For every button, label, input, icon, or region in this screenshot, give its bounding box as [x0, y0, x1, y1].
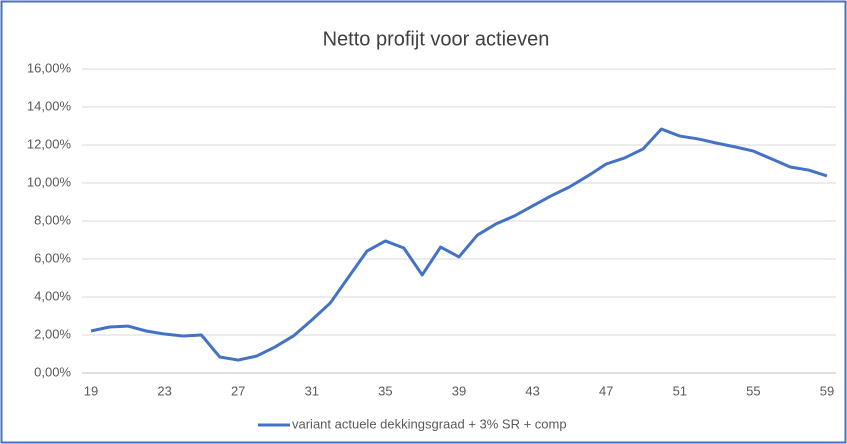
x-tick-label: 31	[305, 383, 319, 398]
y-tick-label: 6,00%	[34, 250, 71, 265]
chart-title: Netto profijt voor actieven	[323, 28, 550, 50]
y-tick-label: 16,00%	[27, 60, 72, 75]
y-tick-label: 4,00%	[34, 288, 71, 303]
x-tick-label: 59	[820, 383, 834, 398]
y-tick-label: 2,00%	[34, 326, 71, 341]
x-tick-label: 43	[525, 383, 539, 398]
y-tick-label: 8,00%	[34, 212, 71, 227]
x-tick-label: 35	[378, 383, 392, 398]
y-tick-label: 10,00%	[27, 174, 72, 189]
y-tick-label: 14,00%	[27, 98, 72, 113]
y-tick-label: 0,00%	[34, 364, 71, 379]
x-tick-label: 27	[231, 383, 245, 398]
x-tick-label: 51	[673, 383, 687, 398]
x-tick-label: 39	[452, 383, 466, 398]
x-tick-label: 47	[599, 383, 613, 398]
legend-label: variant actuele dekkingsgraad + 3% SR + …	[292, 416, 567, 431]
x-tick-label: 19	[84, 383, 98, 398]
x-tick-label: 55	[746, 383, 760, 398]
data-line	[90, 127, 828, 362]
x-tick-label: 23	[157, 383, 171, 398]
y-tick-label: 12,00%	[27, 136, 72, 151]
